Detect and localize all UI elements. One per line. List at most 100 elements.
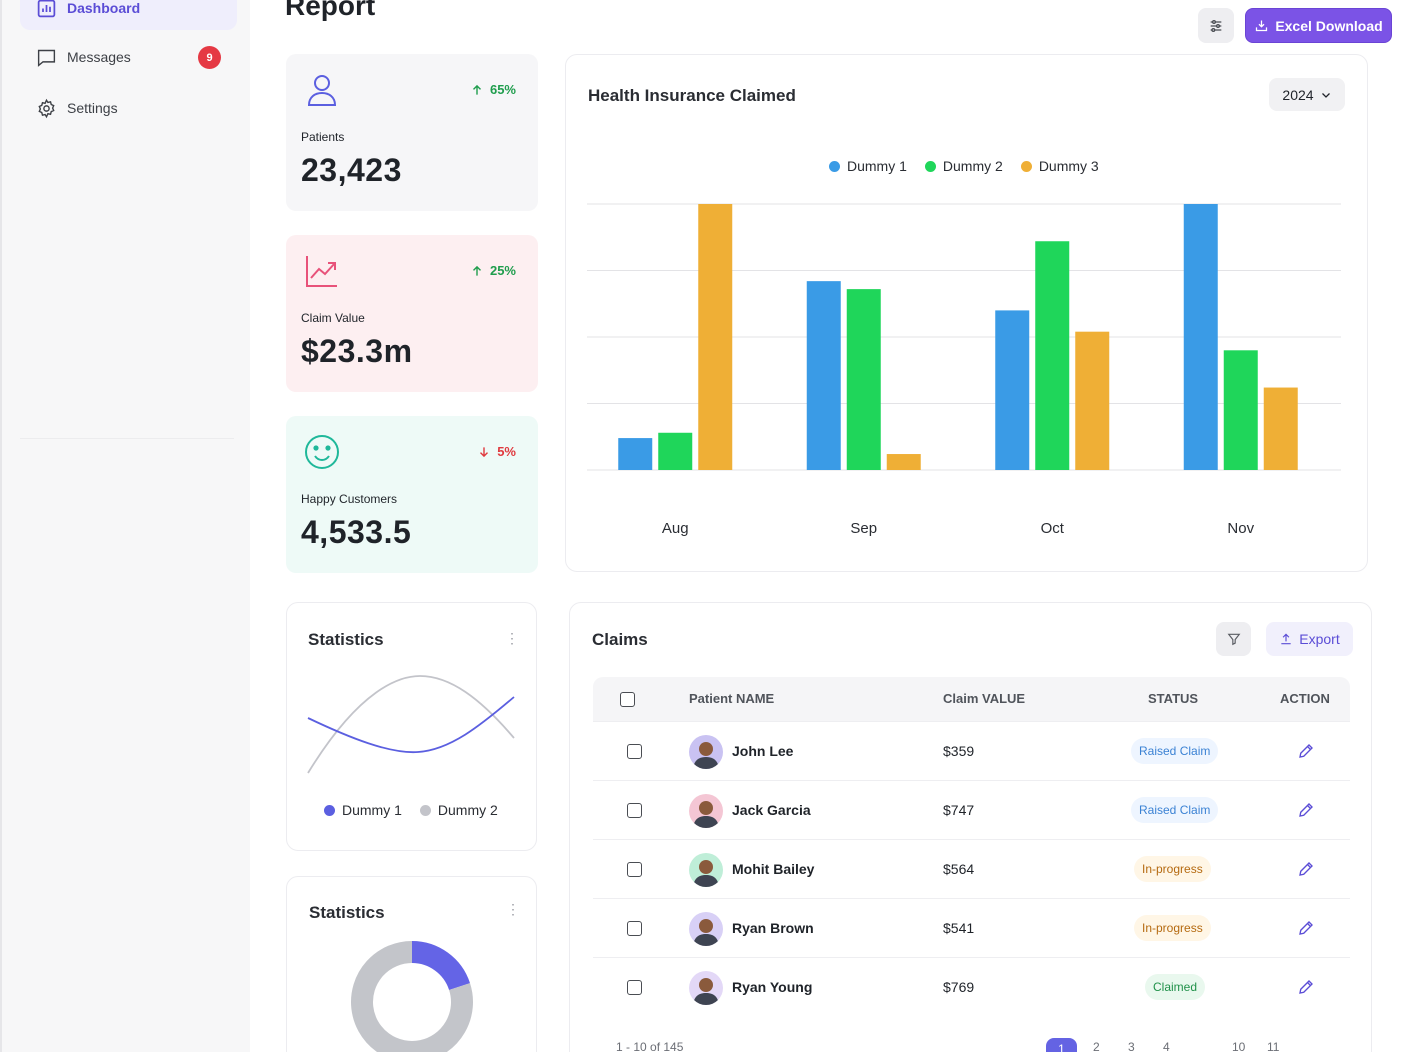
export-label: Export bbox=[1299, 631, 1340, 647]
arrow-up-icon bbox=[472, 84, 481, 95]
year-select-value: 2024 bbox=[1282, 86, 1314, 103]
person-icon bbox=[693, 860, 719, 887]
bar-dummy-3-nov bbox=[1263, 387, 1298, 470]
table-row[interactable]: Ryan Brown $541 In-progress bbox=[593, 898, 1350, 957]
page-button[interactable]: 2 bbox=[1093, 1040, 1100, 1052]
gear-icon bbox=[38, 98, 55, 118]
trend-indicator: 65% bbox=[470, 82, 516, 97]
trend-value: 5% bbox=[497, 444, 516, 459]
page-button[interactable]: 3 bbox=[1128, 1040, 1135, 1052]
edit-icon[interactable] bbox=[1297, 742, 1315, 760]
page-button[interactable]: 1 bbox=[1046, 1038, 1077, 1052]
claim-value: $564 bbox=[943, 861, 975, 877]
export-button[interactable]: Export bbox=[1266, 622, 1353, 656]
patient-name: Ryan Brown bbox=[732, 920, 814, 936]
select-all-checkbox[interactable] bbox=[620, 692, 635, 707]
stat-card-patients: 65% Patients 23,423 bbox=[286, 54, 538, 211]
year-select[interactable]: 2024 bbox=[1269, 78, 1345, 111]
stat-card-claim-value: 25% Claim Value $23.3m bbox=[286, 235, 538, 392]
stat-value: 4,533.5 bbox=[301, 514, 412, 550]
page-button[interactable]: 10 bbox=[1232, 1040, 1246, 1052]
stat-label: Happy Customers bbox=[301, 492, 398, 506]
status-badge: Claimed bbox=[1145, 974, 1206, 1000]
patient-name: Mohit Bailey bbox=[732, 861, 815, 877]
more-menu-icon[interactable]: ⋮ bbox=[505, 630, 519, 646]
row-checkbox[interactable] bbox=[627, 744, 642, 759]
edit-icon[interactable] bbox=[1297, 860, 1315, 878]
bar-dummy-3-aug bbox=[698, 204, 733, 470]
column-header: ACTION bbox=[1280, 691, 1330, 706]
edit-icon[interactable] bbox=[1297, 801, 1315, 819]
arrow-down-icon bbox=[480, 446, 489, 457]
legend-item: Dummy 3 bbox=[1020, 158, 1099, 174]
chevron-down-icon bbox=[1321, 92, 1330, 98]
sidebar-item-dashboard[interactable]: Dashboard bbox=[20, 0, 237, 30]
column-header: Claim VALUE bbox=[943, 691, 1026, 706]
row-checkbox[interactable] bbox=[627, 862, 642, 877]
legend-item: Dummy 2 bbox=[924, 158, 1003, 174]
column-header: STATUS bbox=[1148, 691, 1199, 706]
trend-indicator: 25% bbox=[470, 263, 516, 278]
row-checkbox[interactable] bbox=[627, 921, 642, 936]
row-checkbox[interactable] bbox=[627, 803, 642, 818]
x-tick-label: Sep bbox=[850, 520, 877, 537]
table-row[interactable]: Jack Garcia $747 Raised Claim bbox=[593, 780, 1350, 839]
excel-download-label: Excel Download bbox=[1275, 17, 1383, 34]
sidebar-item-label: Dashboard bbox=[67, 0, 141, 16]
page-title: Report bbox=[285, 0, 376, 21]
donut-slice-dummy-1 bbox=[411, 941, 471, 991]
sidebar-item-messages[interactable]: Messages 9 bbox=[20, 35, 237, 79]
arrow-up-icon bbox=[472, 265, 481, 276]
claims-title: Claims bbox=[592, 630, 648, 649]
trend-value: 25% bbox=[489, 263, 516, 278]
claim-value: $359 bbox=[943, 743, 975, 759]
filter-settings-button[interactable] bbox=[1198, 8, 1234, 43]
stat-card-happy-customers: 5% Happy Customers 4,533.5 bbox=[286, 416, 538, 573]
statistics-donut-card bbox=[286, 876, 537, 1052]
avatar bbox=[689, 735, 723, 769]
legend-item: Dummy 1 bbox=[324, 802, 402, 818]
row-checkbox[interactable] bbox=[627, 980, 642, 995]
person-icon bbox=[693, 978, 719, 1005]
patient-name: John Lee bbox=[732, 743, 794, 759]
page-button[interactable]: 11 bbox=[1267, 1040, 1280, 1052]
sidebar: Dashboard Messages 9 Settings bbox=[0, 0, 250, 1052]
bar-dummy-1-aug bbox=[618, 438, 653, 470]
stat-label: Patients bbox=[301, 130, 345, 144]
statistics-line-chart bbox=[307, 675, 515, 774]
bar-dummy-2-sep bbox=[846, 289, 881, 470]
bar-dummy-2-oct bbox=[1035, 241, 1070, 470]
claims-filter-button[interactable] bbox=[1216, 622, 1251, 656]
table-row[interactable]: Ryan Young $769 Claimed bbox=[593, 957, 1350, 1016]
claim-value: $747 bbox=[943, 802, 975, 818]
claims-table-header: Patient NAME Claim VALUE STATUS ACTION bbox=[593, 677, 1350, 721]
table-row[interactable]: John Lee $359 Raised Claim bbox=[593, 721, 1350, 780]
page-button[interactable]: 4 bbox=[1163, 1040, 1170, 1052]
trend-chart-icon bbox=[306, 256, 337, 287]
edit-icon[interactable] bbox=[1297, 919, 1315, 937]
edit-icon[interactable] bbox=[1297, 978, 1315, 996]
claim-value: $541 bbox=[943, 920, 975, 936]
excel-download-button[interactable]: Excel Download bbox=[1245, 8, 1392, 43]
donut-slice-dummy-2 bbox=[351, 941, 473, 1052]
trend-indicator: 5% bbox=[477, 444, 516, 459]
column-header: Patient NAME bbox=[689, 691, 775, 706]
more-menu-icon[interactable]: ⋮ bbox=[506, 901, 520, 917]
trend-value: 65% bbox=[489, 82, 516, 97]
patient-name: Jack Garcia bbox=[732, 802, 811, 818]
avatar bbox=[689, 912, 723, 946]
dummy-2-line bbox=[307, 675, 515, 774]
bar-dummy-3-oct bbox=[1075, 331, 1110, 470]
person-icon bbox=[693, 801, 719, 828]
stat-value: 23,423 bbox=[301, 152, 402, 188]
insurance-bar-chart: Aug Sep Oct Nov bbox=[587, 203, 1341, 537]
download-icon bbox=[1256, 20, 1268, 32]
table-row[interactable]: Mohit Bailey $564 In-progress bbox=[593, 839, 1350, 898]
bar-dummy-2-nov bbox=[1223, 350, 1258, 470]
stat-label: Claim Value bbox=[301, 311, 365, 325]
status-badge: In-progress bbox=[1134, 915, 1211, 941]
avatar bbox=[689, 794, 723, 828]
sidebar-item-settings[interactable]: Settings bbox=[20, 86, 237, 130]
smile-icon bbox=[305, 435, 339, 469]
bar-dummy-1-nov bbox=[1183, 204, 1218, 470]
